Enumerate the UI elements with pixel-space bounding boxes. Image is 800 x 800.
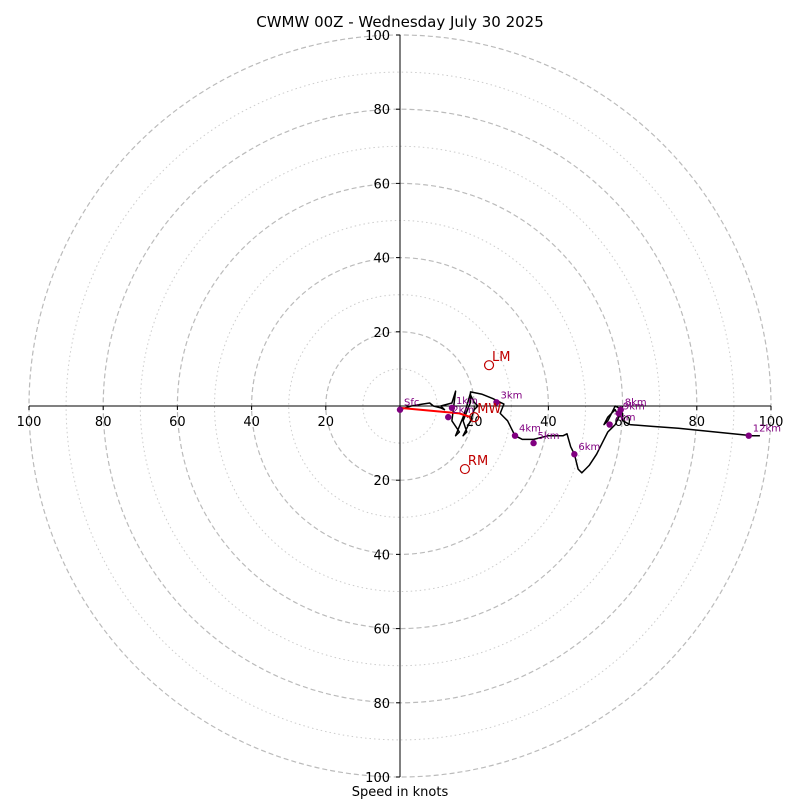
height-marker-label: 3km [500, 390, 522, 401]
storm-motion-mw [469, 412, 480, 423]
wind-trace-line [399, 390, 760, 474]
height-marker-2km [445, 413, 452, 421]
y-tick-label: 100 [365, 771, 390, 786]
x-tick-label: 20 [318, 415, 335, 430]
axes [29, 35, 771, 777]
height-marker-7km [606, 421, 613, 428]
height-marker-4km [511, 432, 519, 439]
y-tick-label: 80 [373, 697, 390, 712]
height-marker-1km [448, 404, 456, 412]
wind-trace-layer [399, 390, 760, 474]
height-marker-label: 12km [753, 424, 781, 435]
x-tick-label: 80 [95, 415, 112, 430]
storm-motion-lm [483, 360, 495, 371]
height-marker-label: Sfc [404, 398, 419, 409]
height-marker-label: 8km [625, 398, 647, 409]
height-marker-12km [745, 432, 752, 439]
x-tick-label: 100 [17, 415, 42, 430]
x-axis-label: Speed in knots [352, 785, 449, 800]
height-marker-label: 7km [614, 413, 636, 424]
height-marker-label: 9km [623, 401, 645, 412]
mean-shear-line [399, 406, 471, 419]
x-tick-label: 40 [243, 415, 260, 430]
storm-motion-label: MW [477, 402, 501, 417]
storm-motions: LM MW RM [459, 350, 511, 475]
y-tick-label: 40 [373, 252, 390, 267]
y-tick-label: 20 [373, 326, 390, 341]
storm-motion-label: RM [468, 454, 488, 469]
y-tick-label: 20 [373, 474, 390, 489]
x-tick-label: 60 [169, 415, 186, 430]
height-marker-label: 2km [452, 405, 474, 416]
y-tick-label: 80 [373, 103, 390, 118]
height-marker-label: 4km [519, 424, 541, 435]
y-tick-label: 40 [373, 548, 390, 563]
storm-motion-label: LM [492, 350, 510, 365]
x-tick-label: 100 [759, 415, 784, 430]
height-marker-6km [571, 451, 578, 458]
height-marker-5km [530, 439, 537, 447]
y-tick-label: 60 [373, 623, 390, 638]
chart-title: CWMW 00Z - Wednesday July 30 2025 [256, 13, 544, 31]
x-tick-label: 40 [540, 415, 557, 430]
height-marker-3km [493, 399, 500, 406]
y-tick-label: 100 [365, 29, 390, 44]
x-tick-label: 80 [689, 415, 706, 430]
y-tick-label: 60 [373, 177, 390, 192]
height-marker-label: 1km [456, 396, 478, 407]
height-marker-sfc [396, 406, 404, 413]
height-marker-label: 6km [578, 442, 600, 453]
height-marker-9km [615, 410, 623, 417]
storm-motion-rm [459, 463, 471, 475]
height-marker-label: 5km [538, 431, 560, 442]
